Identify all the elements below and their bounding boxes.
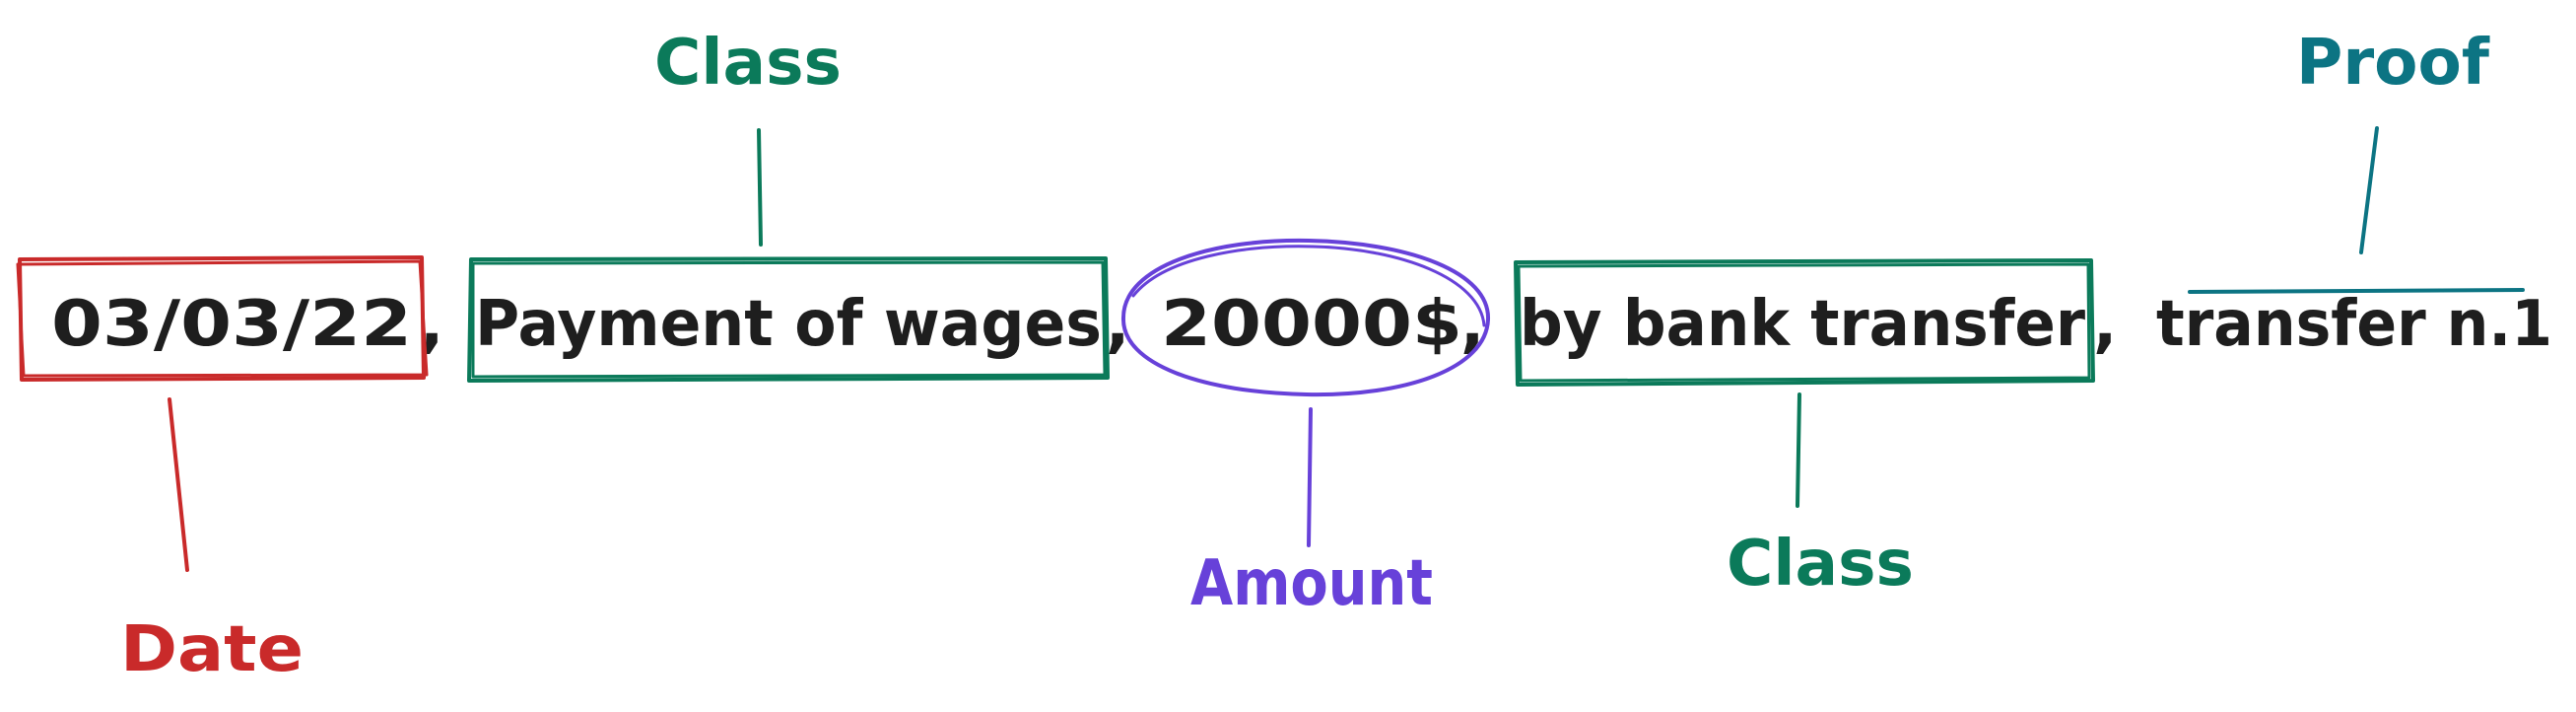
amount-text: 20000$ [1161, 288, 1462, 361]
separator-comma-4: , [2093, 288, 2117, 361]
class-label-bottom: Class [1727, 528, 1914, 601]
amount-leader-line [1307, 407, 1313, 547]
class-bottom-leader-line [1796, 392, 1801, 508]
class-annotation-bottom: Class [1514, 258, 2095, 601]
proof-text: transfer n.1 [2156, 288, 2552, 361]
class-box-by-bank-transfer [1514, 258, 2095, 387]
class-top-leader-line [757, 128, 763, 247]
proof-label: Proof [2296, 27, 2490, 100]
class-box-payment-of-wages [467, 256, 1110, 383]
class-box-payment-of-wages-overstroke [471, 260, 1107, 379]
date-text: 03/03/22 [51, 288, 412, 361]
proof-annotation: Proof [2188, 27, 2525, 294]
proof-leader-line [2359, 126, 2379, 254]
amount-label: Amount [1190, 547, 1433, 620]
amount-ellipse [1120, 238, 1491, 397]
class-annotation-top: Class [467, 27, 1110, 383]
date-label: Date [120, 613, 304, 686]
class-label-top: Class [654, 27, 842, 100]
amount-annotation: Amount [1120, 238, 1491, 620]
class-text-payment-of-wages: Payment of wages [475, 288, 1102, 361]
class-box-by-bank-transfer-overstroke [1517, 262, 2091, 383]
date-box-overstroke [16, 259, 429, 378]
date-leader-line [168, 397, 189, 572]
class-text-by-bank-transfer: by bank transfer [1520, 288, 2085, 361]
amount-ellipse-overstroke [1131, 245, 1486, 327]
proof-bracket-line [2188, 288, 2525, 294]
date-annotation: Date [16, 255, 429, 686]
